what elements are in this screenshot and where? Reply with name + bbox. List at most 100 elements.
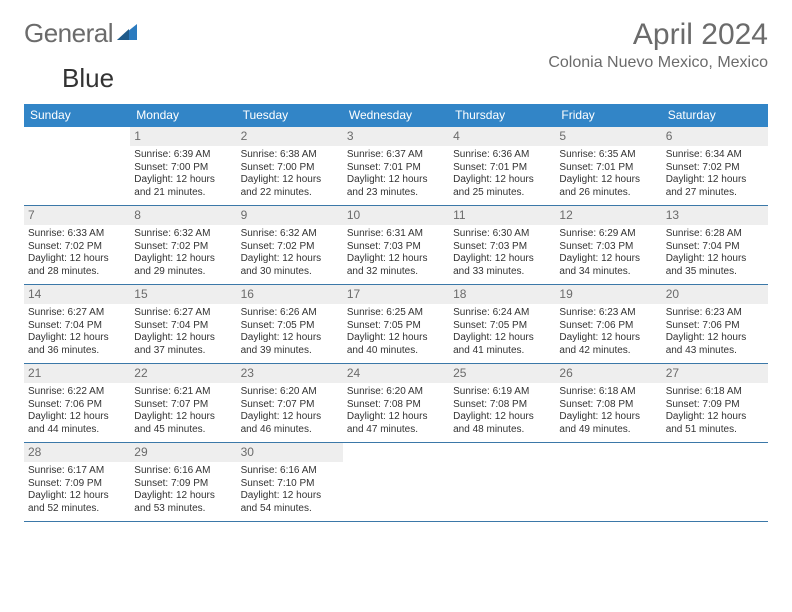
day-number: 1 [130, 127, 236, 146]
day-cell: 19Sunrise: 6:23 AMSunset: 7:06 PMDayligh… [555, 285, 661, 363]
day-number: 21 [24, 364, 130, 383]
daylight-text: Daylight: 12 hours and 27 minutes. [666, 174, 764, 199]
day-cell [662, 443, 768, 521]
daylight-text: Daylight: 12 hours and 51 minutes. [666, 411, 764, 436]
sunrise-text: Sunrise: 6:32 AM [134, 228, 232, 241]
day-cell: 29Sunrise: 6:16 AMSunset: 7:09 PMDayligh… [130, 443, 236, 521]
sunset-text: Sunset: 7:06 PM [28, 399, 126, 412]
week-row: 1Sunrise: 6:39 AMSunset: 7:00 PMDaylight… [24, 127, 768, 206]
sunset-text: Sunset: 7:03 PM [559, 241, 657, 254]
day-cell: 3Sunrise: 6:37 AMSunset: 7:01 PMDaylight… [343, 127, 449, 205]
weekday-header-cell: Sunday [24, 104, 130, 127]
weekday-header-cell: Thursday [449, 104, 555, 127]
day-number: 13 [662, 206, 768, 225]
day-number: 29 [130, 443, 236, 462]
sunrise-text: Sunrise: 6:20 AM [347, 386, 445, 399]
day-cell: 21Sunrise: 6:22 AMSunset: 7:06 PMDayligh… [24, 364, 130, 442]
daylight-text: Daylight: 12 hours and 26 minutes. [559, 174, 657, 199]
daylight-text: Daylight: 12 hours and 25 minutes. [453, 174, 551, 199]
day-cell: 12Sunrise: 6:29 AMSunset: 7:03 PMDayligh… [555, 206, 661, 284]
day-number: 16 [237, 285, 343, 304]
daylight-text: Daylight: 12 hours and 43 minutes. [666, 332, 764, 357]
week-row: 7Sunrise: 6:33 AMSunset: 7:02 PMDaylight… [24, 206, 768, 285]
weekday-header-cell: Saturday [662, 104, 768, 127]
logo: General [24, 18, 139, 49]
sunrise-text: Sunrise: 6:30 AM [453, 228, 551, 241]
daylight-text: Daylight: 12 hours and 33 minutes. [453, 253, 551, 278]
daylight-text: Daylight: 12 hours and 53 minutes. [134, 490, 232, 515]
day-cell: 1Sunrise: 6:39 AMSunset: 7:00 PMDaylight… [130, 127, 236, 205]
day-number: 3 [343, 127, 449, 146]
day-cell [449, 443, 555, 521]
sunrise-text: Sunrise: 6:24 AM [453, 307, 551, 320]
daylight-text: Daylight: 12 hours and 45 minutes. [134, 411, 232, 436]
day-cell: 27Sunrise: 6:18 AMSunset: 7:09 PMDayligh… [662, 364, 768, 442]
sunset-text: Sunset: 7:00 PM [134, 162, 232, 175]
day-cell: 17Sunrise: 6:25 AMSunset: 7:05 PMDayligh… [343, 285, 449, 363]
day-cell: 25Sunrise: 6:19 AMSunset: 7:08 PMDayligh… [449, 364, 555, 442]
sunrise-text: Sunrise: 6:26 AM [241, 307, 339, 320]
day-cell: 26Sunrise: 6:18 AMSunset: 7:08 PMDayligh… [555, 364, 661, 442]
day-number: 22 [130, 364, 236, 383]
sunset-text: Sunset: 7:10 PM [241, 478, 339, 491]
day-cell: 10Sunrise: 6:31 AMSunset: 7:03 PMDayligh… [343, 206, 449, 284]
sunset-text: Sunset: 7:07 PM [134, 399, 232, 412]
daylight-text: Daylight: 12 hours and 30 minutes. [241, 253, 339, 278]
day-cell: 11Sunrise: 6:30 AMSunset: 7:03 PMDayligh… [449, 206, 555, 284]
weekday-header-cell: Monday [130, 104, 236, 127]
daylight-text: Daylight: 12 hours and 37 minutes. [134, 332, 232, 357]
day-number: 6 [662, 127, 768, 146]
sunset-text: Sunset: 7:05 PM [241, 320, 339, 333]
page: General April 2024 Colonia Nuevo Mexico,… [0, 0, 792, 522]
calendar: SundayMondayTuesdayWednesdayThursdayFrid… [24, 104, 768, 522]
sunset-text: Sunset: 7:01 PM [559, 162, 657, 175]
day-number: 9 [237, 206, 343, 225]
title-month: April 2024 [548, 18, 768, 52]
day-cell: 5Sunrise: 6:35 AMSunset: 7:01 PMDaylight… [555, 127, 661, 205]
daylight-text: Daylight: 12 hours and 49 minutes. [559, 411, 657, 436]
daylight-text: Daylight: 12 hours and 54 minutes. [241, 490, 339, 515]
daylight-text: Daylight: 12 hours and 21 minutes. [134, 174, 232, 199]
daylight-text: Daylight: 12 hours and 22 minutes. [241, 174, 339, 199]
sunset-text: Sunset: 7:09 PM [134, 478, 232, 491]
sunset-text: Sunset: 7:02 PM [134, 241, 232, 254]
day-cell: 16Sunrise: 6:26 AMSunset: 7:05 PMDayligh… [237, 285, 343, 363]
logo-text-general: General [24, 18, 113, 49]
sunset-text: Sunset: 7:00 PM [241, 162, 339, 175]
day-number: 26 [555, 364, 661, 383]
day-number: 20 [662, 285, 768, 304]
sunset-text: Sunset: 7:07 PM [241, 399, 339, 412]
day-number: 8 [130, 206, 236, 225]
title-block: April 2024 Colonia Nuevo Mexico, Mexico [548, 18, 768, 72]
daylight-text: Daylight: 12 hours and 32 minutes. [347, 253, 445, 278]
sunrise-text: Sunrise: 6:17 AM [28, 465, 126, 478]
sunrise-text: Sunrise: 6:28 AM [666, 228, 764, 241]
sunset-text: Sunset: 7:03 PM [347, 241, 445, 254]
day-number: 23 [237, 364, 343, 383]
day-cell: 14Sunrise: 6:27 AMSunset: 7:04 PMDayligh… [24, 285, 130, 363]
daylight-text: Daylight: 12 hours and 35 minutes. [666, 253, 764, 278]
weekday-header-cell: Tuesday [237, 104, 343, 127]
sunset-text: Sunset: 7:04 PM [28, 320, 126, 333]
sunset-text: Sunset: 7:02 PM [666, 162, 764, 175]
day-number: 2 [237, 127, 343, 146]
sunrise-text: Sunrise: 6:32 AM [241, 228, 339, 241]
day-cell: 22Sunrise: 6:21 AMSunset: 7:07 PMDayligh… [130, 364, 236, 442]
sunrise-text: Sunrise: 6:27 AM [28, 307, 126, 320]
week-row: 14Sunrise: 6:27 AMSunset: 7:04 PMDayligh… [24, 285, 768, 364]
daylight-text: Daylight: 12 hours and 29 minutes. [134, 253, 232, 278]
day-number: 17 [343, 285, 449, 304]
day-cell: 23Sunrise: 6:20 AMSunset: 7:07 PMDayligh… [237, 364, 343, 442]
day-number: 28 [24, 443, 130, 462]
day-cell: 2Sunrise: 6:38 AMSunset: 7:00 PMDaylight… [237, 127, 343, 205]
sunset-text: Sunset: 7:01 PM [453, 162, 551, 175]
sunset-text: Sunset: 7:05 PM [347, 320, 445, 333]
sunrise-text: Sunrise: 6:35 AM [559, 149, 657, 162]
day-number: 15 [130, 285, 236, 304]
daylight-text: Daylight: 12 hours and 42 minutes. [559, 332, 657, 357]
sunrise-text: Sunrise: 6:25 AM [347, 307, 445, 320]
sunset-text: Sunset: 7:02 PM [28, 241, 126, 254]
sunset-text: Sunset: 7:04 PM [666, 241, 764, 254]
daylight-text: Daylight: 12 hours and 23 minutes. [347, 174, 445, 199]
day-number: 7 [24, 206, 130, 225]
